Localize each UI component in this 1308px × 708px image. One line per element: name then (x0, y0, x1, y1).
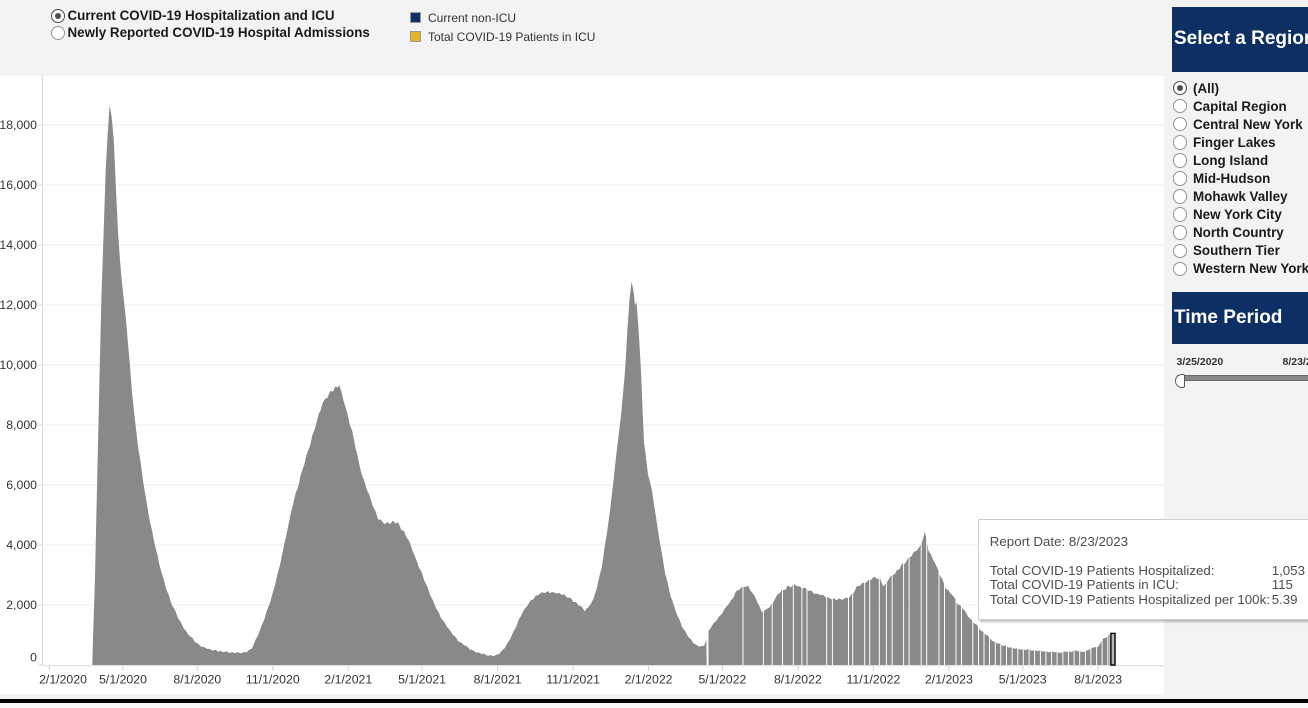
svg-text:11/1/2022: 11/1/2022 (847, 673, 901, 687)
svg-text:5/1/2022: 5/1/2022 (698, 673, 746, 687)
svg-text:10,000: 10,000 (0, 358, 37, 372)
svg-text:14,000: 14,000 (0, 238, 37, 252)
svg-text:0: 0 (30, 651, 37, 665)
svg-text:5/1/2023: 5/1/2023 (999, 673, 1047, 687)
svg-text:11/1/2020: 11/1/2020 (246, 673, 300, 687)
svg-text:2/1/2021: 2/1/2021 (324, 673, 372, 687)
svg-text:8,000: 8,000 (6, 418, 37, 432)
svg-text:2/1/2023: 2/1/2023 (925, 673, 973, 687)
svg-text:18,000: 18,000 (0, 118, 37, 132)
svg-text:5/1/2021: 5/1/2021 (398, 673, 446, 687)
svg-text:2/1/2020: 2/1/2020 (39, 673, 87, 687)
svg-text:2/1/2022: 2/1/2022 (625, 673, 673, 687)
svg-text:8/1/2021: 8/1/2021 (474, 673, 522, 687)
svg-text:11/1/2021: 11/1/2021 (546, 673, 600, 687)
svg-text:12,000: 12,000 (0, 298, 37, 312)
svg-text:16,000: 16,000 (0, 178, 37, 192)
svg-text:5/1/2020: 5/1/2020 (99, 673, 147, 687)
svg-text:8/1/2022: 8/1/2022 (774, 673, 822, 687)
svg-text:4,000: 4,000 (6, 538, 37, 552)
svg-text:8/1/2023: 8/1/2023 (1074, 673, 1122, 687)
svg-text:8/1/2020: 8/1/2020 (173, 673, 221, 687)
svg-text:6,000: 6,000 (6, 478, 37, 492)
svg-text:2,000: 2,000 (6, 598, 37, 612)
